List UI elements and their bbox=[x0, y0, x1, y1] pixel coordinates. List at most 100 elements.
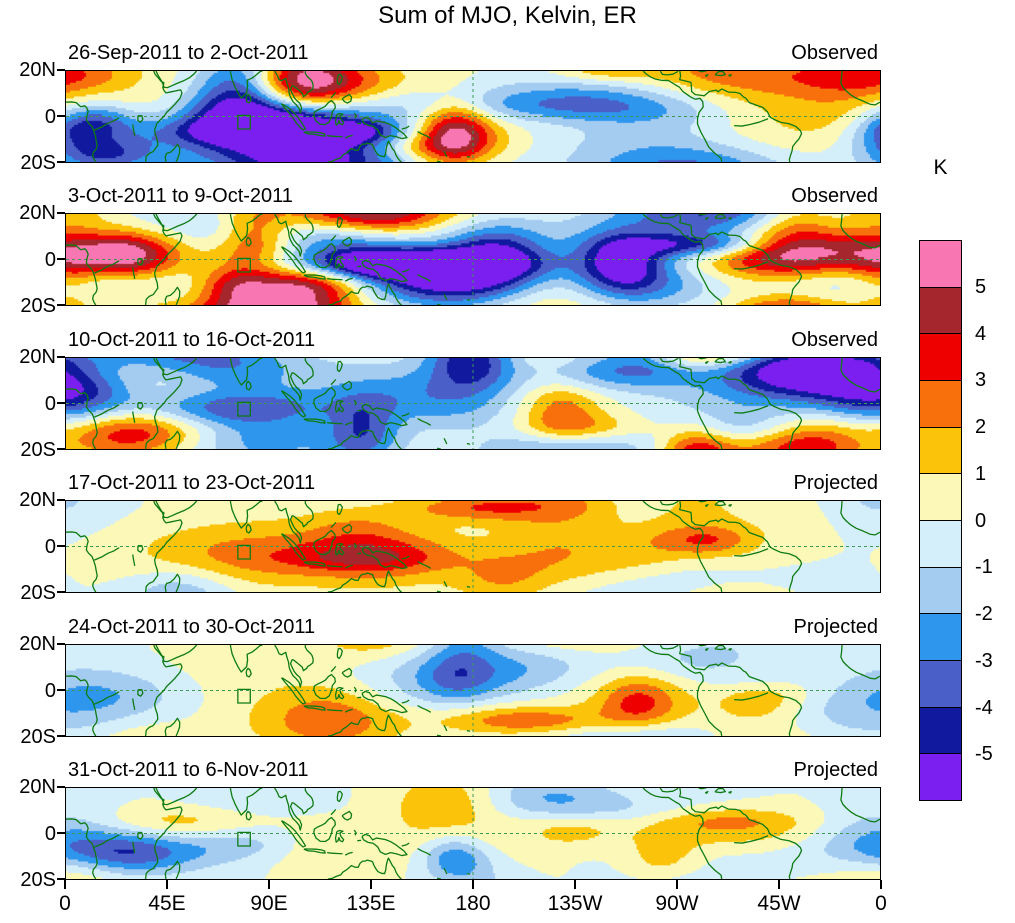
coastline-path bbox=[230, 358, 262, 385]
coastline-path bbox=[444, 868, 447, 874]
coastline-path bbox=[314, 675, 335, 699]
coastline-path bbox=[402, 269, 409, 272]
coastline-path bbox=[94, 405, 119, 418]
coastline-path bbox=[345, 278, 352, 281]
map-panel bbox=[65, 357, 881, 450]
coastline-path bbox=[275, 71, 313, 113]
y-axis-tick-label: 20N bbox=[19, 202, 56, 224]
coastline-path bbox=[444, 581, 447, 587]
coastline-path bbox=[715, 645, 725, 649]
coastline-path bbox=[165, 431, 179, 449]
colorbar-tick-label: -4 bbox=[975, 697, 993, 719]
coastline-path bbox=[275, 645, 313, 687]
panel-period-label: 10-Oct-2011 to 16-Oct-2011 bbox=[68, 329, 316, 351]
colorbar bbox=[919, 240, 962, 801]
y-tick-mark bbox=[57, 356, 65, 358]
coastline-path bbox=[734, 549, 768, 556]
coastline-path bbox=[437, 735, 441, 736]
coastline-path bbox=[444, 438, 447, 444]
coastline-path bbox=[133, 267, 135, 278]
coastline-path bbox=[705, 792, 708, 794]
figure-title: Sum of MJO, Kelvin, ER bbox=[378, 2, 637, 29]
coastline-path bbox=[362, 260, 407, 281]
map-overlay-svg bbox=[66, 214, 880, 305]
coastline-path bbox=[156, 358, 197, 375]
coastline-path bbox=[328, 858, 402, 879]
coastline-path bbox=[705, 75, 708, 77]
map-panel bbox=[65, 787, 881, 880]
x-tick-mark bbox=[64, 880, 66, 889]
coastline-path bbox=[699, 358, 707, 359]
coastline-path bbox=[314, 101, 335, 125]
colorbar-unit-label: K bbox=[933, 156, 948, 179]
coastline-path bbox=[342, 237, 351, 246]
y-tick-mark bbox=[57, 115, 65, 117]
x-axis-tick-label: 135W bbox=[547, 892, 603, 915]
coastline-path bbox=[336, 544, 344, 556]
coastline-path bbox=[437, 591, 441, 592]
coastline-path bbox=[437, 161, 441, 162]
coastline-path bbox=[402, 126, 409, 129]
coastline-path bbox=[345, 565, 352, 568]
coastline-path bbox=[643, 501, 722, 592]
coastline-path bbox=[734, 693, 768, 700]
coastline-path bbox=[281, 534, 305, 560]
colorbar-cell bbox=[920, 473, 961, 521]
coastline-path bbox=[362, 547, 407, 568]
coastline-path bbox=[314, 818, 335, 842]
x-axis-tick-label: 45W bbox=[757, 892, 801, 915]
map-panel bbox=[65, 644, 881, 737]
panel-2: 3-Oct-2011 to 9-Oct-2011 Observed 20N 0 … bbox=[0, 185, 1015, 317]
colorbar-cell bbox=[920, 380, 961, 427]
y-tick-mark bbox=[57, 689, 65, 691]
coastline-path bbox=[328, 284, 402, 305]
x-axis-tick-label: 90E bbox=[250, 892, 288, 915]
y-axis-tick-label: 0 bbox=[44, 680, 56, 702]
coastline-path bbox=[699, 645, 707, 646]
y-tick-mark bbox=[57, 161, 65, 163]
coastline-path bbox=[643, 645, 722, 736]
coastline-path bbox=[327, 279, 342, 280]
coastline-path bbox=[314, 531, 335, 555]
coastline-path bbox=[304, 849, 325, 853]
coastline-path bbox=[328, 141, 402, 162]
coastline-path bbox=[467, 731, 470, 732]
coastline-path bbox=[715, 501, 725, 505]
y-axis-tick-label: 0 bbox=[44, 393, 56, 415]
coastline-path bbox=[660, 358, 678, 362]
coastline-path bbox=[402, 843, 409, 846]
coastline-path bbox=[467, 587, 470, 588]
coastline-path bbox=[331, 92, 336, 97]
coastline-path bbox=[138, 833, 143, 840]
coastline-path bbox=[660, 501, 678, 505]
coastline-path bbox=[331, 379, 336, 384]
panel-status-label: Observed bbox=[791, 42, 878, 64]
panel-3: 10-Oct-2011 to 16-Oct-2011 Observed 20N … bbox=[0, 329, 1015, 461]
colorbar-tick-label: -5 bbox=[975, 743, 993, 765]
map-overlay-svg bbox=[66, 645, 880, 736]
x-tick-mark bbox=[370, 880, 372, 889]
coastline-path bbox=[165, 574, 179, 592]
x-tick-mark bbox=[472, 880, 474, 889]
coastline-path bbox=[342, 94, 351, 103]
y-axis-tick-label: 20S bbox=[20, 295, 56, 317]
x-axis-tick-label: 90W bbox=[655, 892, 699, 915]
panel-period-label: 24-Oct-2011 to 30-Oct-2011 bbox=[68, 616, 316, 638]
coastline-path bbox=[444, 725, 447, 731]
coastline-path bbox=[336, 688, 344, 700]
y-axis-tick-label: 0 bbox=[44, 536, 56, 558]
coastline-path bbox=[715, 214, 725, 218]
coastline-path bbox=[133, 841, 135, 852]
coastline-path bbox=[467, 300, 470, 301]
coastline-path bbox=[230, 788, 262, 815]
region-box bbox=[238, 402, 250, 416]
coastline-path bbox=[354, 830, 356, 835]
coastline-path bbox=[275, 501, 313, 543]
coastline-path bbox=[328, 715, 402, 736]
coastline-path bbox=[281, 678, 305, 704]
y-tick-mark bbox=[57, 832, 65, 834]
y-tick-mark bbox=[57, 304, 65, 306]
y-tick-mark bbox=[57, 643, 65, 645]
coastline-path bbox=[94, 261, 119, 274]
coastline-path bbox=[230, 501, 262, 528]
